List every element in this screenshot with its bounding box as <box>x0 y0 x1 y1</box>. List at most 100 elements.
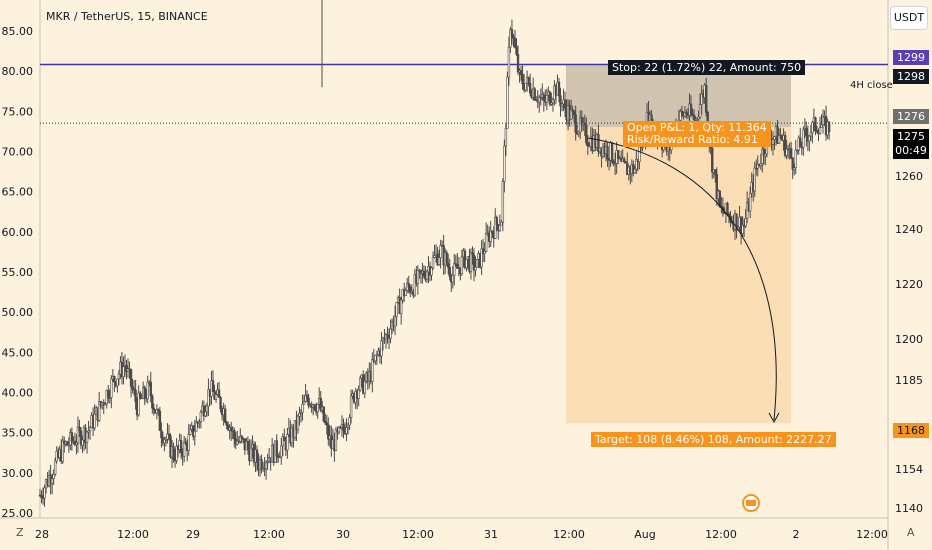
candle-body <box>233 430 236 440</box>
candle-body <box>437 257 441 265</box>
left-tick-label: 35.00 <box>2 427 34 440</box>
candle-body <box>519 70 523 75</box>
left-tick-label: 80.00 <box>2 65 34 78</box>
candle-body <box>334 429 338 452</box>
candle-body <box>559 95 562 107</box>
candle-body <box>613 163 617 165</box>
time-tick-label: 2 <box>793 528 800 541</box>
candle-body <box>548 91 552 105</box>
current-price: 1275 <box>897 130 925 143</box>
time-tick-label: 12:00 <box>705 528 737 541</box>
time-tick-label: 12:00 <box>402 528 434 541</box>
candle-body <box>157 409 160 412</box>
candle-body <box>776 126 779 144</box>
auto-scale-button[interactable]: A <box>907 526 915 539</box>
candle-body <box>146 382 149 400</box>
candle-body <box>808 135 811 142</box>
time-axis[interactable]: 28 12:00 29 12:00 30 12:00 31 12:00 Aug 12:00 2 12:… <box>0 517 888 541</box>
candle-body <box>597 134 600 153</box>
candle-body <box>280 445 283 458</box>
currency-badge[interactable]: USDT <box>890 6 928 30</box>
candle-body <box>451 275 454 283</box>
timezone-corner[interactable]: Z <box>16 526 24 539</box>
candle-body <box>516 53 520 73</box>
candle-body <box>204 411 207 417</box>
right-axis[interactable]: 1260 1240 1220 1200 1185 1154 1140 <box>887 0 923 550</box>
candle-body <box>61 440 64 462</box>
candle-body <box>805 128 808 136</box>
candle-body <box>773 136 776 140</box>
candle-body <box>792 167 796 170</box>
candle-body <box>726 202 729 215</box>
candle-body <box>409 286 412 294</box>
candle-body <box>286 434 289 451</box>
candle-body <box>475 259 479 268</box>
candle-body <box>371 359 374 382</box>
candle-body <box>117 373 121 380</box>
candle-body <box>172 446 175 460</box>
open-pl-label[interactable]: Open P&L: 1, Qty: 11.364 Risk/Reward Rat… <box>623 121 771 147</box>
candle-body <box>550 102 553 105</box>
candle-body <box>809 132 813 137</box>
candle-body <box>759 163 763 166</box>
candle-body <box>624 161 627 164</box>
stop-label[interactable]: Stop: 22 (1.72%) 22, Amount: 750 <box>608 60 806 75</box>
left-tick-label: 45.00 <box>2 346 34 359</box>
candle-body <box>785 148 788 156</box>
candle-body <box>299 411 303 414</box>
candle-body <box>483 251 486 254</box>
candle-body <box>182 441 186 457</box>
candle-body <box>480 248 483 268</box>
candle-body <box>70 432 74 442</box>
candle-body <box>88 427 92 432</box>
candle-body <box>715 174 719 200</box>
time-tick-label: 12:00 <box>117 528 149 541</box>
candle-body <box>802 129 805 148</box>
open-pl-text: Open P&L: 1, Qty: 11.364 <box>627 121 767 134</box>
candle-body <box>506 76 509 129</box>
time-tick-label: 28 <box>35 528 49 541</box>
time-tick-label: 12:00 <box>253 528 285 541</box>
candle-body <box>711 147 714 173</box>
candle-body <box>510 29 514 37</box>
candle-body <box>700 93 703 105</box>
candle-body <box>79 430 83 446</box>
time-tick-label: 30 <box>336 528 350 541</box>
candle-body <box>275 440 278 457</box>
candle-body <box>184 441 187 445</box>
candle-body <box>679 110 682 121</box>
candle-body <box>97 401 101 421</box>
candle-body <box>494 217 497 239</box>
candle-body <box>363 381 366 394</box>
candle-body <box>298 413 301 417</box>
target-label[interactable]: Target: 108 (8.46%) 108, Amount: 2227.27 <box>591 432 836 447</box>
candle-body <box>158 410 162 431</box>
candle-body <box>431 257 435 269</box>
candle-body <box>794 149 797 168</box>
candle-body <box>389 328 392 339</box>
left-tick-label: 60.00 <box>2 226 34 239</box>
candle-body <box>472 254 476 271</box>
candle-body <box>129 369 133 387</box>
candle-body <box>113 376 116 383</box>
candle-body <box>93 413 96 429</box>
close-label: 4H close <box>850 80 893 91</box>
candle-body <box>695 118 699 121</box>
candle-body <box>714 169 717 175</box>
candle-body <box>764 153 767 157</box>
candle-body <box>500 221 503 226</box>
left-axis[interactable]: 85.00 80.00 75.00 70.00 65.00 60.00 55.00 50.00… <box>2 0 41 520</box>
candle-body <box>585 124 588 144</box>
candle-body <box>296 415 300 431</box>
risk-reward-text: Risk/Reward Ratio: 4.91 <box>627 133 758 146</box>
candle-body <box>577 131 580 135</box>
candle-body <box>574 114 577 133</box>
candle-body <box>134 389 137 402</box>
candle-body <box>395 302 398 317</box>
candle-body <box>557 81 561 97</box>
left-tick-label: 85.00 <box>2 25 34 38</box>
candle-body <box>43 487 46 499</box>
right-tick-label: 1185 <box>895 374 923 387</box>
